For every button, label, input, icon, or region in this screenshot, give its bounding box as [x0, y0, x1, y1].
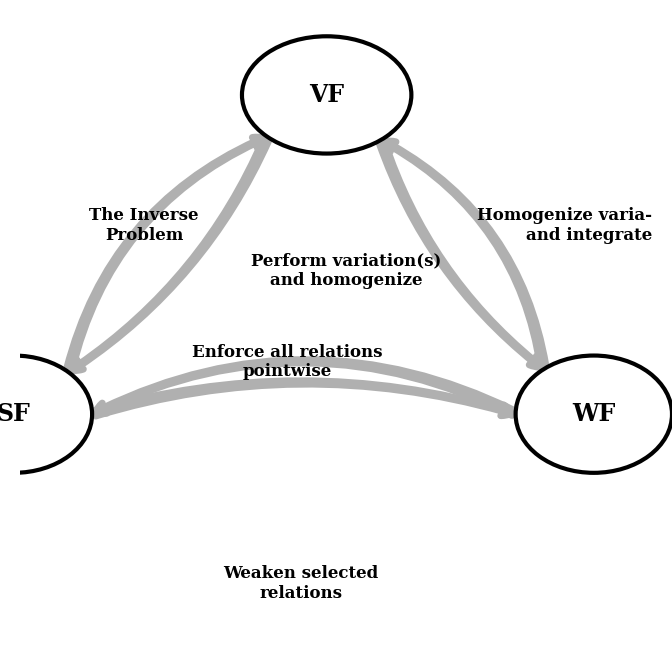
FancyArrowPatch shape	[94, 381, 513, 416]
FancyArrowPatch shape	[71, 138, 269, 371]
FancyArrowPatch shape	[384, 141, 546, 367]
Ellipse shape	[242, 36, 411, 154]
Text: Enforce all relations
pointwise: Enforce all relations pointwise	[192, 344, 383, 380]
Text: SF: SF	[0, 402, 31, 426]
Text: The Inverse
Problem: The Inverse Problem	[89, 207, 199, 243]
Text: Weaken selected
relations: Weaken selected relations	[223, 565, 378, 602]
Text: WF: WF	[572, 402, 616, 426]
Text: Homogenize varia-
and integrate: Homogenize varia- and integrate	[477, 207, 653, 243]
Ellipse shape	[0, 355, 92, 473]
FancyArrowPatch shape	[379, 142, 542, 368]
Text: VF: VF	[309, 83, 344, 107]
Text: Perform variation(s)
and homogenize: Perform variation(s) and homogenize	[251, 253, 442, 289]
FancyArrowPatch shape	[67, 137, 265, 370]
FancyArrowPatch shape	[95, 360, 514, 415]
Ellipse shape	[515, 355, 672, 473]
